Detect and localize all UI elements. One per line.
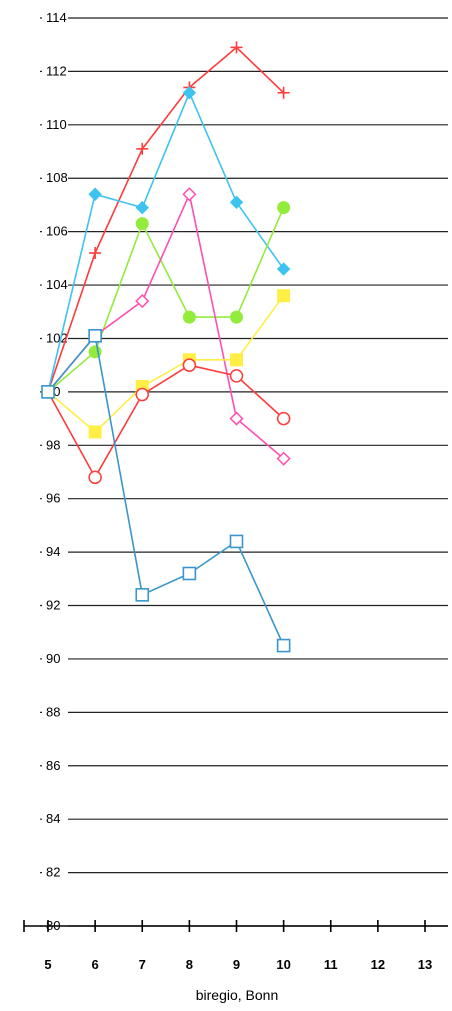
data-point [136, 142, 149, 155]
y-tick-label-bg [42, 758, 68, 773]
y-tick-label: 110 [46, 117, 67, 132]
x-tick-label: 5 [44, 957, 51, 972]
data-point [229, 369, 244, 383]
data-point [89, 247, 102, 260]
y-tick-label: 84 [46, 811, 60, 826]
x-tick-label: 10 [276, 957, 290, 972]
y-tick-label: 88 [46, 704, 60, 719]
y-tick-label: 90 [46, 651, 60, 666]
data-point [182, 86, 197, 100]
y-tick-label: 112 [46, 63, 67, 78]
data-point [229, 534, 244, 549]
y-tick-label-bg [42, 224, 68, 239]
series-line [47, 295, 285, 433]
data-point [88, 328, 102, 343]
x-axis-label: biregio, Bonn [196, 987, 279, 1003]
x-axis: 5 6 7 8 9 10 11 12 13 [23, 920, 448, 972]
y-tick-label: 106 [46, 224, 68, 239]
y-tick-label-bg [42, 865, 68, 880]
data-point [230, 353, 243, 367]
series-1 [42, 41, 290, 398]
series-line [47, 334, 285, 646]
series-4 [40, 187, 291, 466]
x-tick-label: 7 [139, 957, 146, 972]
series-line [47, 92, 285, 393]
data-point [230, 41, 243, 54]
y-tick-label: 104 [46, 277, 68, 292]
x-tick-label: 6 [92, 957, 99, 972]
y-tick-label: 92 [46, 598, 60, 613]
x-tick-label: 9 [233, 957, 240, 972]
series-line [47, 207, 285, 393]
data-point [41, 385, 55, 399]
y-tick-label-bg [42, 598, 68, 613]
data-point [276, 411, 291, 426]
data-point [229, 411, 244, 426]
series-2 [41, 86, 291, 399]
data-point [182, 187, 197, 202]
data-point [277, 86, 290, 99]
data-point [88, 425, 102, 439]
data-point [135, 217, 149, 231]
data-point [135, 200, 149, 215]
series-line [47, 193, 285, 460]
data-point [182, 566, 197, 581]
y-tick-label-bg [42, 812, 68, 827]
y-tick-label-bg [42, 545, 68, 560]
y-tick-label: 82 [46, 865, 60, 880]
y-tick-label-bg [42, 64, 68, 79]
data-point [182, 310, 196, 324]
x-tick-label: 12 [371, 957, 385, 972]
y-tick-label: 108 [46, 170, 68, 185]
series-6 [41, 358, 291, 485]
data-point [276, 638, 291, 653]
y-tick-label-bg [42, 117, 68, 132]
y-tick-label-bg [42, 705, 68, 720]
y-tick-label-bg [42, 278, 68, 293]
y-tick-label-bg [42, 438, 68, 453]
y-tick-label: 86 [46, 758, 60, 773]
data-point [276, 451, 291, 466]
data-point [277, 289, 291, 303]
data-point [88, 187, 102, 201]
y-tick-label: 96 [46, 491, 60, 506]
data-point [182, 358, 197, 372]
data-point [229, 195, 244, 209]
x-tick-label: 13 [418, 957, 432, 972]
series-line [47, 46, 285, 393]
y-tick-label-bg [42, 651, 68, 666]
series-5 [41, 289, 291, 439]
series-group [40, 41, 291, 653]
data-point [277, 201, 291, 215]
y-axis-ticks: 8082848688909294969800102104106108110112… [42, 10, 68, 933]
y-tick-label: 98 [46, 437, 60, 452]
y-tick-label: 114 [46, 10, 67, 25]
data-point [88, 470, 102, 485]
y-tick-label-bg [42, 11, 68, 25]
x-tick-label: 8 [186, 957, 193, 972]
series-line [47, 364, 285, 479]
x-tick-label: 11 [324, 957, 338, 972]
grid-lines [40, 17, 448, 927]
y-tick-label-bg [42, 171, 68, 186]
data-point [135, 387, 149, 402]
data-point [276, 262, 291, 276]
data-point [135, 588, 150, 602]
y-tick-label-bg [42, 491, 68, 506]
data-point [135, 294, 150, 309]
series-7 [41, 328, 291, 653]
data-point [230, 310, 243, 324]
y-tick-label: 94 [46, 544, 60, 559]
